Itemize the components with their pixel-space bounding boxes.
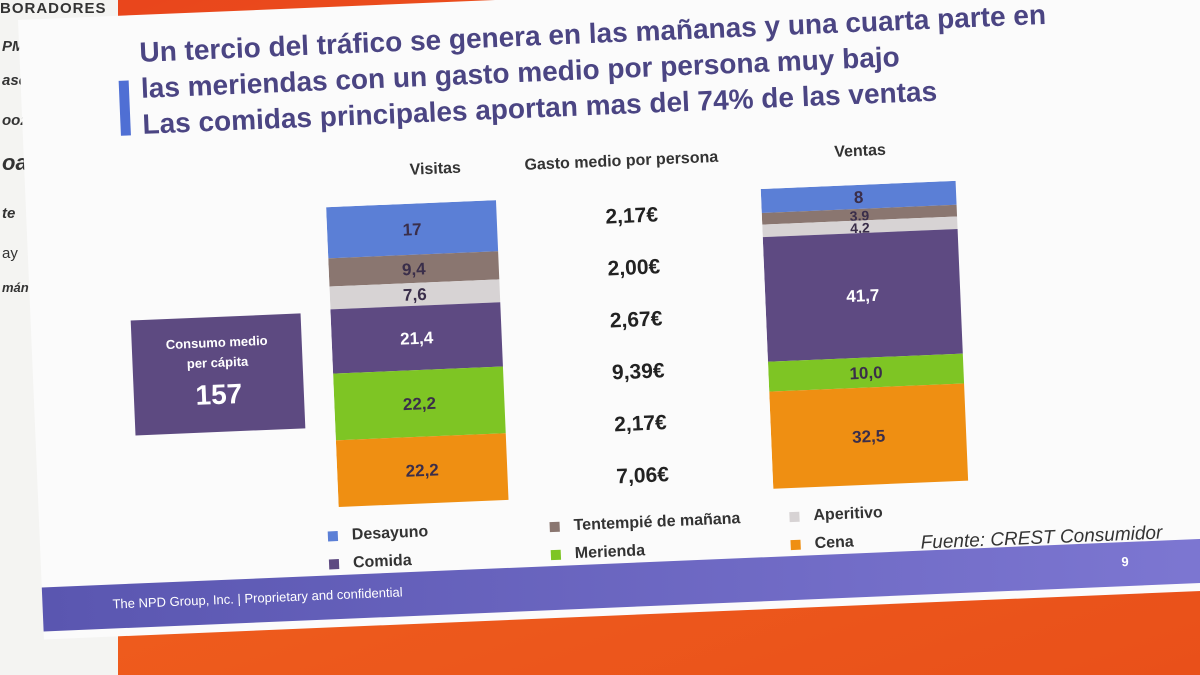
gasto-value: 2,17€: [613, 411, 668, 437]
bar-label: 21,4: [400, 328, 434, 348]
bar-segment-comida: [330, 302, 503, 374]
sponsor-logo: mán: [2, 280, 29, 295]
bar-label: 3,9: [849, 207, 869, 224]
legend-swatch: [790, 539, 801, 551]
sponsor-logo: te: [2, 205, 16, 222]
bar-label: 9,4: [402, 259, 427, 279]
bar-label: 10,0: [849, 363, 883, 383]
bar-segment-cena: [769, 383, 969, 489]
page-number: 9: [1121, 553, 1129, 570]
legend-desayuno: Desayuno: [327, 523, 429, 545]
legend-label: Cena: [814, 533, 855, 553]
legend-label: Comida: [352, 551, 413, 572]
bar-segment-tentempi-de-ma-ana: [761, 204, 958, 225]
gasto-value: 7,06€: [615, 463, 670, 489]
bar-segment-aperitivo: [329, 279, 501, 310]
ventas-header: Ventas: [833, 141, 887, 161]
gasto-value: 2,00€: [607, 255, 661, 281]
bar-segment-desayuno: [326, 200, 499, 259]
visitas-header: Visitas: [409, 159, 462, 179]
sponsor-header: BORADORES: [0, 0, 107, 17]
legend-comida: Comida: [328, 551, 413, 573]
bar-label: 4,2: [850, 219, 870, 236]
gasto-value: 2,67€: [609, 307, 663, 333]
slide-title: Un tercio del tráfico se genera en las m…: [139, 0, 1183, 143]
legend-swatch: [789, 511, 800, 523]
legend-swatch: [549, 521, 560, 533]
consumo-label: Consumo medio per cápita: [131, 329, 303, 376]
bar-segment-merienda: [767, 353, 965, 392]
legend-aperitivo: Aperitivo: [789, 504, 883, 526]
bar-label: 8: [854, 188, 864, 207]
bar-segment-cena: [335, 433, 509, 507]
consumo-value: 157: [194, 377, 243, 411]
legend-label: Aperitivo: [813, 504, 884, 525]
legend-label: Desayuno: [351, 523, 429, 544]
slide: Un tercio del tráfico se genera en las m…: [18, 0, 1200, 640]
legend-swatch: [550, 549, 562, 561]
bar-label: 17: [402, 220, 422, 240]
footer-text: The NPD Group, Inc. | Proprietary and co…: [112, 584, 403, 612]
gasto-value: 9,39€: [611, 359, 666, 385]
bar-label: 32,5: [852, 426, 886, 446]
bar-label: 7,6: [403, 285, 427, 305]
legend-swatch: [328, 559, 340, 570]
ventas-chart: 83,94,2 41,7 10,0 32,5: [760, 180, 969, 489]
legend-label: Merienda: [574, 542, 646, 563]
bar-label: 41,7: [846, 286, 880, 306]
bar-segment-aperitivo: [762, 216, 958, 238]
bar-segment-desayuno: [760, 180, 957, 213]
consumo-box: Consumo medio per cápita 157: [130, 313, 306, 436]
legend-cena: Cena: [790, 533, 854, 554]
sponsor-logo: ay: [2, 245, 18, 262]
gasto-value: 2,17€: [605, 203, 659, 229]
legend-tentempie: Tentempié de mañana: [549, 510, 741, 536]
bar-segment-comida: [762, 228, 963, 362]
bar-label: 22,2: [402, 394, 436, 414]
legend-merienda: Merienda: [550, 542, 646, 564]
legend-swatch: [327, 531, 339, 542]
bar-label: 22,2: [405, 460, 439, 480]
title-accent-bar: [118, 80, 131, 136]
visitas-chart: 17 9,4 7,6 21,4 22,2 22,2: [326, 200, 509, 507]
bar-segment-tentempi-de-ma-ana: [328, 251, 500, 287]
gasto-header: Gasto medio por persona: [524, 148, 719, 174]
bar-segment-merienda: [333, 366, 506, 441]
legend-label: Tentempié de mañana: [573, 510, 741, 535]
